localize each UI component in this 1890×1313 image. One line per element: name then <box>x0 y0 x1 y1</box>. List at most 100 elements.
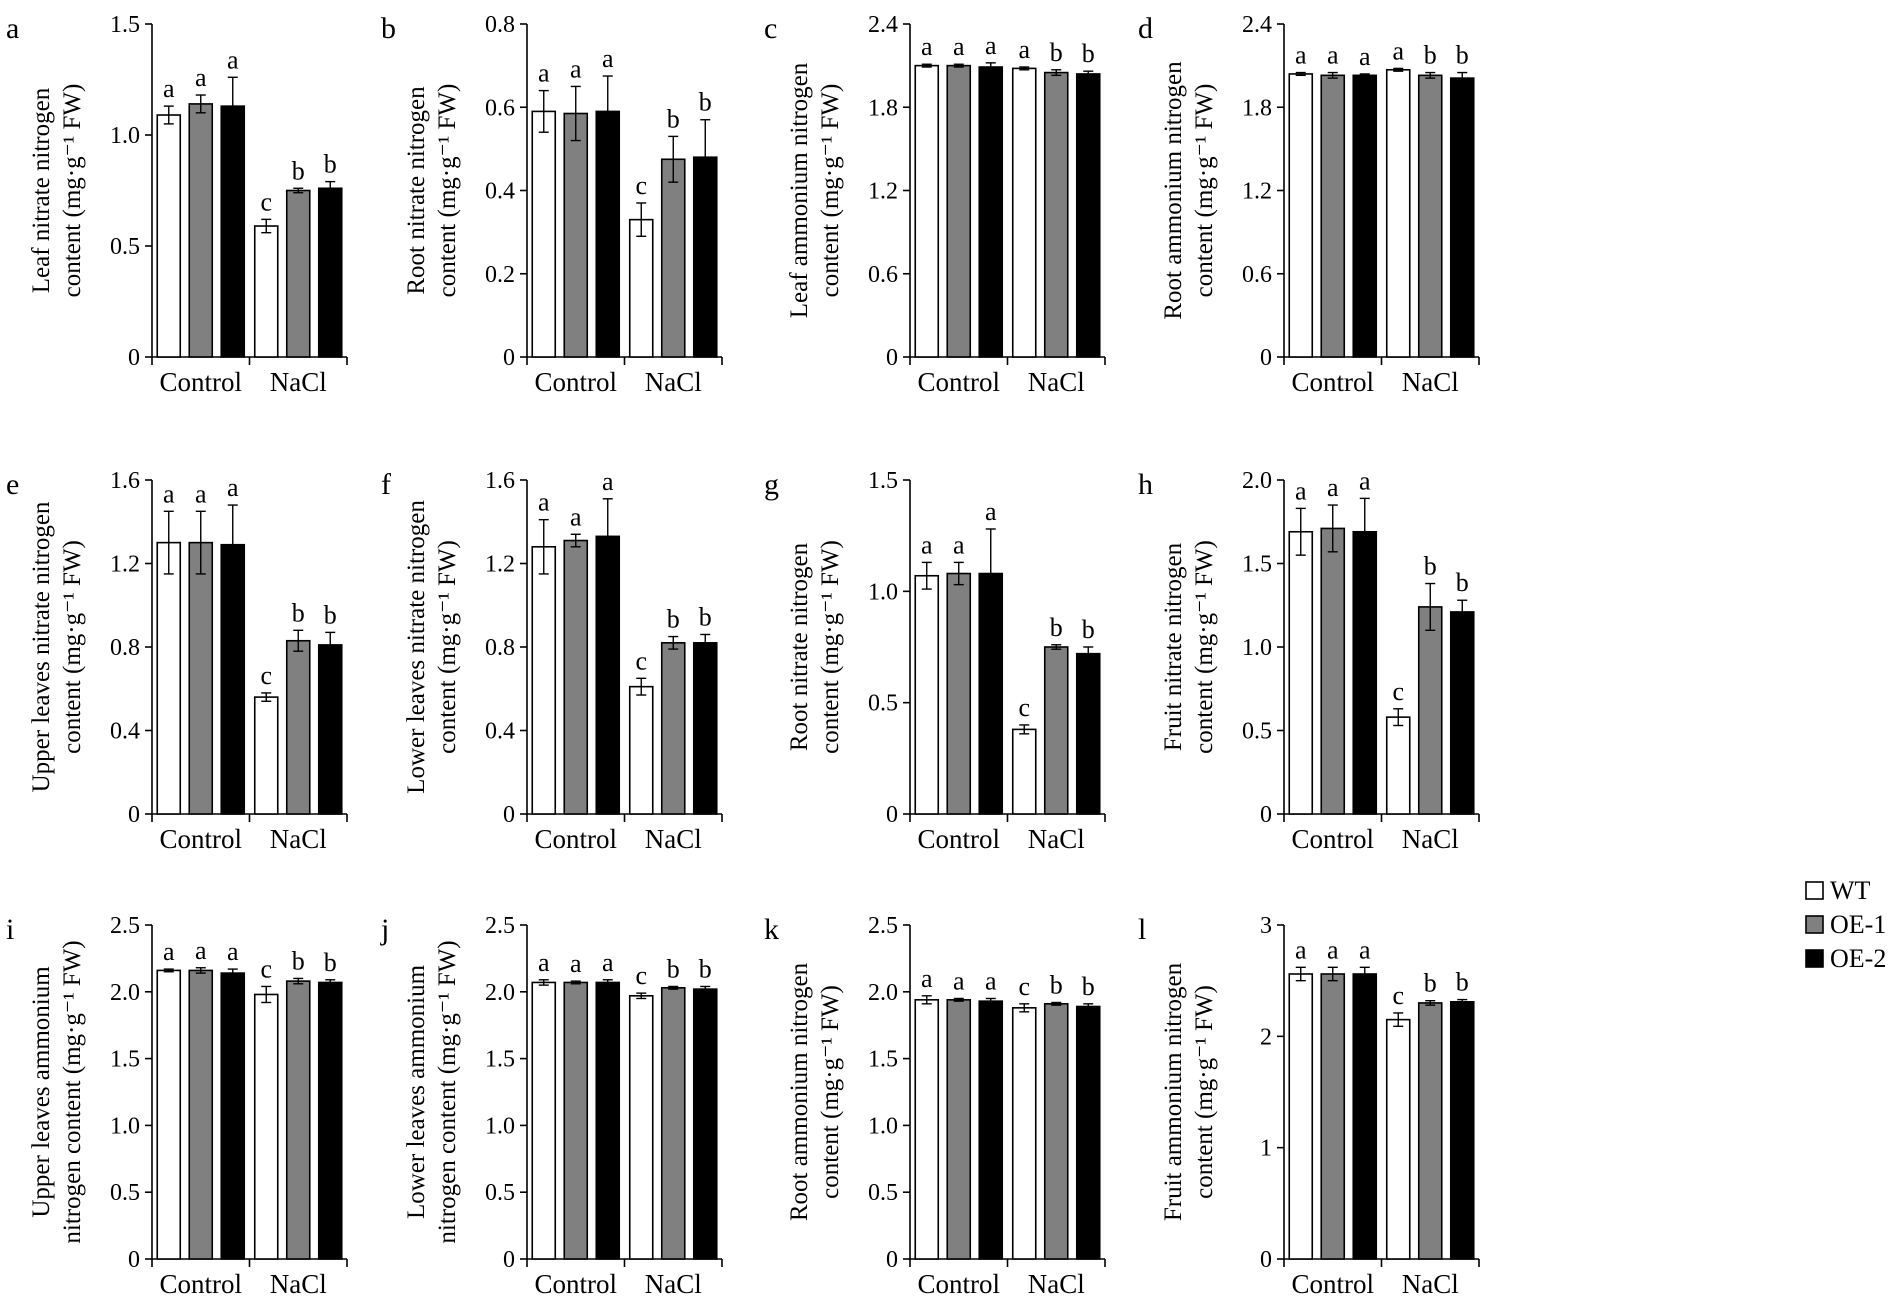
panel-f-bar-nacl-oe1 <box>660 642 686 815</box>
panel-d-bar-control-oe1-letter: a <box>1327 41 1339 70</box>
panel-d-bar-control-oe1 <box>1320 74 1346 358</box>
panel-f-ylabel-line-2: content (mg·g⁻¹ FW) <box>434 540 461 754</box>
panel-e-bar-control-wt <box>156 541 182 815</box>
panel-a-bar-control-wt-letter: a <box>163 74 175 103</box>
panel-g-xtick-label-nacl: NaCl <box>1028 824 1085 854</box>
panel-c-ytick-label: 1.8 <box>868 95 898 121</box>
panel-a-xtick-label-nacl: NaCl <box>270 367 327 397</box>
panel-b-ytick-label: 0.4 <box>485 179 515 205</box>
panel-i-ytick-label: 1.0 <box>110 1113 140 1139</box>
panel-c-ytick-label: 0 <box>886 345 898 371</box>
panel-h-xtick-label-nacl: NaCl <box>1402 824 1459 854</box>
panel-j-bar-nacl-wt <box>628 995 654 1260</box>
panel-c-ytick-label: 0.6 <box>868 262 898 288</box>
panel-i-bar-control-oe1-letter: a <box>195 936 207 965</box>
panel-h-bar-control-oe2 <box>1352 530 1378 815</box>
panel-i-bar-nacl-wt <box>253 993 279 1260</box>
panel-i-xtick-label-nacl: NaCl <box>270 1269 327 1299</box>
panel-j-ytick-label: 0 <box>503 1247 515 1273</box>
panel-b-bar-control-oe1 <box>563 112 589 358</box>
panel-j-bar-nacl-oe2-letter: b <box>699 954 712 983</box>
panel-b-xtick-label-control: Control <box>534 367 617 397</box>
panel-i-bar-control-oe1 <box>188 969 214 1260</box>
panel-f-bar-nacl-wt-letter: c <box>635 646 647 675</box>
panel-i-ylabel-line-1: Upper leaves ammonium <box>28 966 55 1218</box>
panel-d-bar-control-oe2 <box>1352 74 1378 358</box>
panel-d-bar-nacl-oe2 <box>1449 77 1475 358</box>
panel-l-bar-control-oe2-letter: a <box>1359 935 1371 964</box>
panel-b-ytick-label: 0 <box>503 345 515 371</box>
panel-d-bar-nacl-wt-letter: a <box>1392 36 1404 65</box>
panel-j-ytick-label: 1.0 <box>485 1113 515 1139</box>
panel-f-label: f <box>381 468 391 501</box>
panel-b-bar-nacl-oe2-letter: b <box>699 88 712 117</box>
panel-g-label: g <box>764 468 779 501</box>
panel-j-ytick-label: 0.5 <box>485 1180 515 1206</box>
panel-i-ytick-label: 2.5 <box>110 913 140 939</box>
panel-b-ytick-label: 0.8 <box>485 12 515 38</box>
panel-l-bar-control-wt-letter: a <box>1295 935 1307 964</box>
panel-f-bar-control-oe1-letter: a <box>570 502 582 531</box>
panel-j-bar-control-oe1-letter: a <box>570 949 582 978</box>
panel-k: k Root ammonium nitrogen content (mg·g⁻¹ F… <box>764 913 1106 1299</box>
panel-l-bar-nacl-oe1 <box>1417 1002 1443 1260</box>
panel-e-bar-control-oe2-letter: a <box>227 473 239 502</box>
panel-e-ytick-label: 0.4 <box>110 719 140 745</box>
panel-c-ylabel-line-2: content (mg·g⁻¹ FW) <box>817 84 844 298</box>
panel-f-ytick-label: 0 <box>503 802 515 828</box>
panel-i-bar-control-oe2 <box>220 972 246 1260</box>
panel-c-bar-control-wt <box>914 64 940 358</box>
panel-g-ytick-label: 1.5 <box>868 468 898 494</box>
panel-a: a Leaf nitrate nitrogen content (mg·g⁻¹ FW… <box>6 12 348 397</box>
panel-b-bar-control-wt-letter: a <box>538 59 550 88</box>
panel-e-bar-nacl-oe2 <box>317 644 343 815</box>
panel-f-bar-nacl-oe2-letter: b <box>699 602 712 631</box>
panel-b-bar-nacl-wt-letter: c <box>635 171 647 200</box>
panel-d-bar-control-oe2-letter: a <box>1359 42 1371 71</box>
panel-g-bar-nacl-wt <box>1011 728 1037 815</box>
panel-b-bar-nacl-oe1-letter: b <box>667 104 680 133</box>
panel-h-bar-control-oe1 <box>1320 527 1346 815</box>
panel-c-ytick-label: 1.2 <box>868 179 898 205</box>
panel-k-ytick-label: 2.5 <box>868 913 898 939</box>
panel-i-ytick-label: 0.5 <box>110 1180 140 1206</box>
panel-d-bar-nacl-oe1-letter: b <box>1424 41 1437 70</box>
panel-c-bar-nacl-wt-letter: a <box>1018 35 1030 64</box>
panel-j-bar-control-oe2 <box>595 981 621 1260</box>
panel-i-bar-nacl-oe1-letter: b <box>292 946 305 975</box>
panel-b-xtick-label-nacl: NaCl <box>645 367 702 397</box>
panel-l-ytick-label: 2 <box>1260 1024 1272 1050</box>
panel-d: d Root ammonium nitrogen content (mg·g⁻¹ F… <box>1138 12 1480 397</box>
panel-c-bar-nacl-oe1-letter: b <box>1050 38 1063 67</box>
panel-k-bar-nacl-oe1-letter: b <box>1050 970 1063 999</box>
panel-f-xtick-label-control: Control <box>534 824 617 854</box>
legend: WT OE-1 OE-2 <box>1805 876 1886 973</box>
panel-d-ylabel-line-1: Root ammonium nitrogen <box>1160 61 1187 320</box>
panel-j-ylabel-line-1: Lower leaves ammonium <box>403 964 430 1219</box>
panel-h-bar-nacl-oe2 <box>1449 611 1475 815</box>
panel-j-xtick-label-control: Control <box>534 1269 617 1299</box>
legend-item-oe2: OE-2 <box>1805 944 1886 973</box>
panel-h-bar-nacl-wt-letter: c <box>1392 677 1404 706</box>
panel-g: g Root nitrate nitrogen content (mg·g⁻¹ FW… <box>764 468 1106 854</box>
panel-d-label: d <box>1138 12 1153 45</box>
panel-a-ytick-label: 1.0 <box>110 123 140 149</box>
panel-c-bar-nacl-oe2 <box>1075 73 1101 358</box>
legend-swatch-oe2 <box>1805 949 1824 968</box>
panel-g-xtick-label-control: Control <box>917 824 1000 854</box>
panel-c-bar-control-oe2-letter: a <box>985 31 997 60</box>
panel-g-ytick-label: 0 <box>886 802 898 828</box>
legend-swatch-wt <box>1805 881 1824 900</box>
panel-a-bar-nacl-oe1-letter: b <box>292 156 305 185</box>
panel-k-bar-control-oe2 <box>978 1000 1004 1260</box>
panel-g-bar-control-oe1-letter: a <box>953 530 965 559</box>
panel-l-ylabel-line-2: content (mg·g⁻¹ FW) <box>1191 985 1218 1199</box>
panel-e-ytick-label: 1.6 <box>110 468 140 494</box>
panel-h-label: h <box>1138 468 1153 501</box>
panel-a-bar-control-wt <box>156 114 182 358</box>
panel-k-bar-nacl-oe1 <box>1043 1003 1069 1260</box>
panel-h-ytick-label: 2.0 <box>1242 468 1272 494</box>
panel-d-ytick-label: 0.6 <box>1242 262 1272 288</box>
panel-j-ytick-label: 2.5 <box>485 913 515 939</box>
panel-d-ytick-label: 1.2 <box>1242 179 1272 205</box>
